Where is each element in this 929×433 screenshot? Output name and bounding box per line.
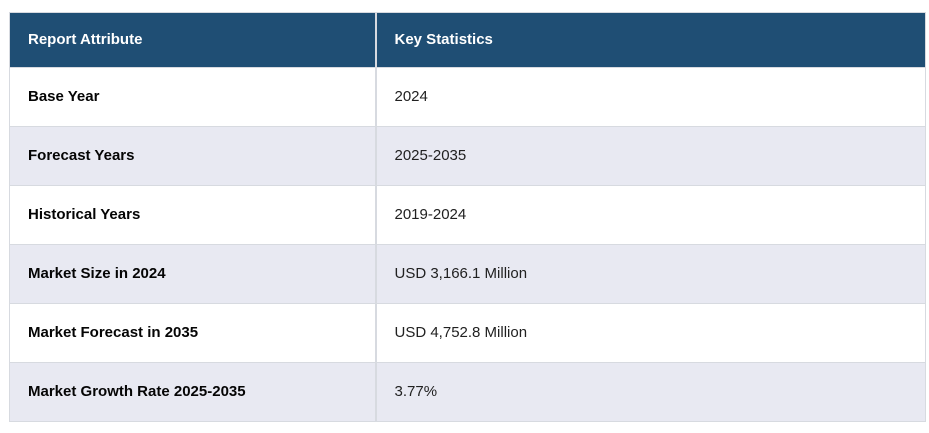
table-row: Market Forecast in 2035 USD 4,752.8 Mill…	[9, 303, 926, 363]
header-row: Report Attribute Key Statistics	[9, 12, 926, 68]
table-row: Forecast Years 2025-2035	[9, 126, 926, 186]
attribute-cell-market-growth-rate: Market Growth Rate 2025-2035	[9, 362, 376, 422]
attribute-cell-base-year: Base Year	[9, 67, 376, 127]
value-cell-historical-years: 2019-2024	[374, 185, 926, 245]
report-attributes-table: Report Attribute Key Statistics Base Yea…	[9, 12, 926, 422]
attribute-cell-market-forecast-2035: Market Forecast in 2035	[9, 303, 376, 363]
attribute-cell-historical-years: Historical Years	[9, 185, 376, 245]
table-header: Report Attribute Key Statistics	[9, 12, 926, 68]
attribute-cell-forecast-years: Forecast Years	[9, 126, 376, 186]
value-cell-market-forecast-2035: USD 4,752.8 Million	[374, 303, 926, 363]
table-body: Base Year 2024 Forecast Years 2025-2035 …	[9, 67, 926, 422]
value-cell-market-growth-rate: 3.77%	[374, 362, 926, 422]
table-row: Historical Years 2019-2024	[9, 185, 926, 245]
table-row: Market Growth Rate 2025-2035 3.77%	[9, 362, 926, 422]
header-cell-key-statistics: Key Statistics	[374, 12, 926, 68]
attribute-cell-market-size-2024: Market Size in 2024	[9, 244, 376, 304]
table-row: Market Size in 2024 USD 3,166.1 Million	[9, 244, 926, 304]
value-cell-market-size-2024: USD 3,166.1 Million	[374, 244, 926, 304]
header-cell-report-attribute: Report Attribute	[9, 12, 376, 68]
table-row: Base Year 2024	[9, 67, 926, 127]
report-attributes-table-container: Report Attribute Key Statistics Base Yea…	[9, 12, 926, 422]
value-cell-base-year: 2024	[374, 67, 926, 127]
value-cell-forecast-years: 2025-2035	[374, 126, 926, 186]
